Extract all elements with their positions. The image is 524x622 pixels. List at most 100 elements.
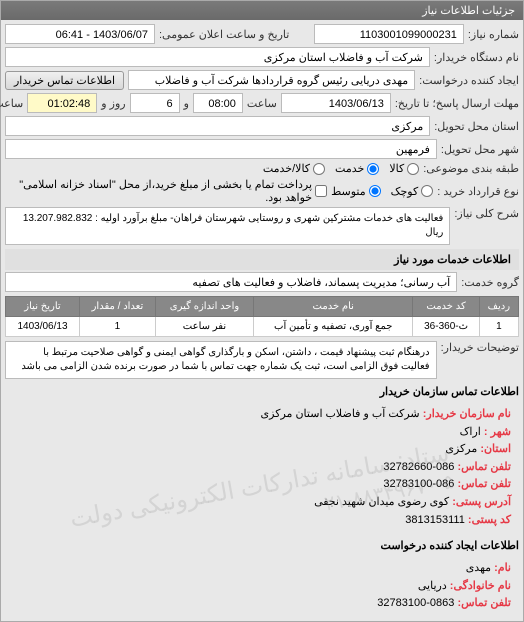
- content-area: شماره نیاز: 1103001099000231 تاریخ و ساع…: [1, 20, 523, 621]
- deadline-date[interactable]: 1403/06/13: [281, 93, 391, 113]
- requester-label: ایجاد کننده درخواست:: [419, 74, 519, 87]
- radio-goods-service[interactable]: کالا/خدمت: [263, 162, 325, 175]
- buyer-label: نام دستگاه خریدار:: [434, 51, 519, 64]
- remain-label: ساعت باقی مانده: [0, 97, 23, 110]
- caddr-label: آدرس پستی:: [452, 496, 511, 508]
- radio-goods[interactable]: کالا: [389, 162, 419, 175]
- row-buyer: نام دستگاه خریدار: شرکت آب و فاضلاب استا…: [5, 47, 519, 67]
- row-need-no: شماره نیاز: 1103001099000231 تاریخ و ساع…: [5, 24, 519, 44]
- requester-field: مهدی دریایی رئیس گروه قراردادها شرکت آب …: [128, 70, 415, 90]
- province-label: استان محل تحویل:: [434, 120, 519, 133]
- radio-goods-service-label: کالا/خدمت: [263, 162, 310, 175]
- need-no-label: شماره نیاز:: [468, 28, 519, 41]
- radio-small[interactable]: کوچک: [391, 185, 434, 198]
- th-1: کد خدمت: [413, 297, 479, 317]
- services-table: ردیف کد خدمت نام خدمت واحد اندازه گیری ت…: [5, 296, 519, 337]
- td-0: 1: [479, 317, 518, 337]
- radio-medium-input[interactable]: [369, 185, 381, 197]
- saat-label-1: ساعت: [247, 97, 277, 110]
- radio-service-input[interactable]: [367, 163, 379, 175]
- th-0: ردیف: [479, 297, 518, 317]
- time-remaining: 01:02:48: [27, 93, 97, 113]
- radio-medium[interactable]: متوسط: [331, 185, 381, 198]
- crtel-val: 0863-32783100: [377, 597, 454, 609]
- row-group: گروه خدمت: آب رسانی؛ مدیریت پسماند، فاضل…: [5, 272, 519, 292]
- row-agreement: نوع قرارداد خرید : کوچک متوسط پرداخت تما…: [5, 178, 519, 204]
- caddr-val: کوی رضوی میدان شهید نجفی: [314, 496, 449, 508]
- city-label: شهر محل تحویل:: [441, 143, 519, 156]
- td-2: جمع آوری، تصفیه و تأمین آب: [254, 317, 413, 337]
- th-4: تعداد / مقدار: [79, 297, 155, 317]
- clname-label: نام خانوادگی:: [450, 580, 511, 592]
- need-no-field[interactable]: 1103001099000231: [314, 24, 464, 44]
- creator-header: اطلاعات ایجاد کننده درخواست: [5, 537, 519, 554]
- cname-label: نام:: [494, 562, 511, 574]
- group-label: گروه خدمت:: [461, 276, 519, 289]
- cpost-label: کد پستی:: [468, 514, 511, 526]
- services-header: اطلاعات خدمات مورد نیاز: [5, 249, 519, 270]
- crtel-label: تلفن تماس:: [457, 597, 511, 609]
- check-treasury-input[interactable]: [315, 185, 327, 197]
- cfax-label: تلفن تماس:: [457, 478, 511, 490]
- th-5: تاریخ نیاز: [6, 297, 80, 317]
- agreement-radio-group: کوچک متوسط: [331, 185, 433, 198]
- contact-buyer-button[interactable]: اطلاعات تماس خریدار: [5, 71, 124, 90]
- notes-label: توضیحات خریدار:: [441, 341, 519, 354]
- ccity-val: اراک: [460, 426, 481, 438]
- type-radio-group: کالا خدمت کالا/خدمت: [263, 162, 419, 175]
- row-notes: توضیحات خریدار: درهنگام ثبت پیشنهاد قیمت…: [5, 341, 519, 379]
- radio-small-label: کوچک: [391, 185, 419, 198]
- notes-field: درهنگام ثبت پیشنهاد قیمت ، داشتن، اسکن و…: [5, 341, 437, 379]
- announce-label: تاریخ و ساعت اعلان عمومی:: [159, 28, 289, 41]
- cname-val: مهدی: [466, 562, 491, 574]
- dialog-root: جزئیات اطلاعات نیاز شماره نیاز: 11030010…: [0, 0, 524, 622]
- contact-header: اطلاعات تماس سازمان خریدار: [5, 383, 519, 400]
- desc-label: شرح کلی نیاز:: [454, 207, 519, 220]
- radio-goods-label: کالا: [389, 162, 404, 175]
- radio-small-input[interactable]: [421, 185, 433, 197]
- and-label: و: [184, 97, 189, 110]
- td-4: 1: [79, 317, 155, 337]
- group-field: آب رسانی؛ مدیریت پسماند، فاضلاب و فعالیت…: [5, 272, 457, 292]
- org-val: شرکت آب و فاضلاب استان مرکزی: [261, 408, 420, 420]
- ccity-label: شهر :: [484, 426, 511, 438]
- cprov-label: استان:: [480, 443, 511, 455]
- agreement-label: نوع قرارداد خرید :: [437, 185, 519, 198]
- day-label: روز و: [101, 97, 125, 110]
- row-city: شهر محل تحویل: فرمهین: [5, 139, 519, 159]
- td-3: نفر ساعت: [155, 317, 253, 337]
- ctel-label: تلفن تماس:: [457, 461, 511, 473]
- org-label: نام سازمان خریدار:: [423, 408, 511, 420]
- radio-goods-service-input[interactable]: [313, 163, 325, 175]
- deadline-label: مهلت ارسال پاسخ؛ تا تاریخ:: [395, 97, 519, 110]
- check-treasury[interactable]: پرداخت تمام یا بخشی از مبلغ خرید،از محل …: [5, 178, 327, 204]
- titlebar: جزئیات اطلاعات نیاز: [1, 1, 523, 20]
- days-remaining: 6: [130, 93, 180, 113]
- cfax-val: 086-32783100: [383, 478, 454, 490]
- contact-info: نام سازمان خریدار: شرکت آب و فاضلاب استا…: [5, 402, 519, 533]
- check-treasury-label: پرداخت تمام یا بخشی از مبلغ خرید،از محل …: [5, 178, 312, 204]
- row-requester: ایجاد کننده درخواست: مهدی دریایی رئیس گر…: [5, 70, 519, 90]
- td-5: 1403/06/13: [6, 317, 80, 337]
- clname-val: دریایی: [418, 580, 447, 592]
- city-field: فرمهین: [5, 139, 437, 159]
- cprov-val: مرکزی: [445, 443, 477, 455]
- radio-goods-input[interactable]: [407, 163, 419, 175]
- row-desc: شرح کلی نیاز: فعالیت های خدمات مشترکین ش…: [5, 207, 519, 245]
- th-3: واحد اندازه گیری: [155, 297, 253, 317]
- row-province: استان محل تحویل: مرکزی: [5, 116, 519, 136]
- announce-field: 1403/06/07 - 06:41: [5, 24, 155, 44]
- cpost-val: 3813153111: [405, 514, 465, 526]
- ctel-val: 086-32782660: [383, 461, 454, 473]
- row-deadline: مهلت ارسال پاسخ؛ تا تاریخ: 1403/06/13 سا…: [5, 93, 519, 113]
- td-1: ث-360-36: [413, 317, 479, 337]
- table-header-row: ردیف کد خدمت نام خدمت واحد اندازه گیری ت…: [6, 297, 519, 317]
- radio-service[interactable]: خدمت: [335, 162, 379, 175]
- type-label: طبقه بندی موضوعی:: [423, 162, 519, 175]
- province-field: مرکزی: [5, 116, 430, 136]
- radio-medium-label: متوسط: [331, 185, 366, 198]
- th-2: نام خدمت: [254, 297, 413, 317]
- buyer-field: شرکت آب و فاضلاب استان مرکزی: [5, 47, 430, 67]
- deadline-time1[interactable]: 08:00: [193, 93, 243, 113]
- desc-field: فعالیت های خدمات مشترکین شهری و روستایی …: [5, 207, 450, 245]
